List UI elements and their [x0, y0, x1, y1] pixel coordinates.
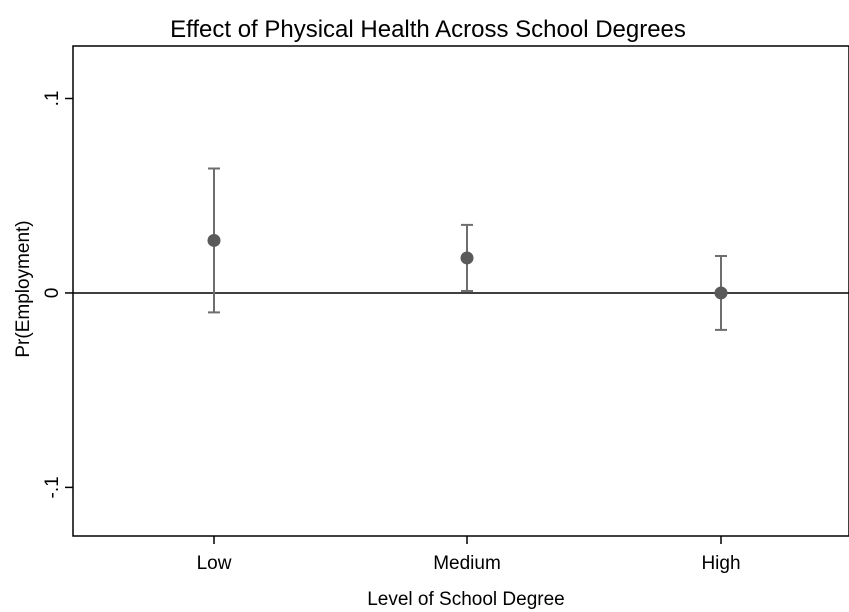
y-axis-label: Pr(Employment) [13, 220, 34, 357]
x-tick-label: High [701, 553, 740, 574]
x-axis-ticks: Low Medium High [197, 536, 741, 574]
point-estimate [715, 286, 728, 299]
chart-title: Effect of Physical Health Across School … [170, 16, 686, 43]
x-tick-label: Low [197, 553, 232, 574]
y-tick-label: 0 [42, 288, 63, 299]
x-tick-label: Medium [433, 553, 501, 574]
point-estimate [208, 234, 221, 247]
x-axis-label: Level of School Degree [367, 589, 565, 610]
point-estimate [461, 251, 474, 264]
y-axis-ticks: -.1 0 .1 [42, 91, 73, 499]
data-marks [208, 169, 728, 330]
y-tick-label: -.1 [42, 476, 63, 498]
y-tick-label: .1 [42, 91, 63, 107]
